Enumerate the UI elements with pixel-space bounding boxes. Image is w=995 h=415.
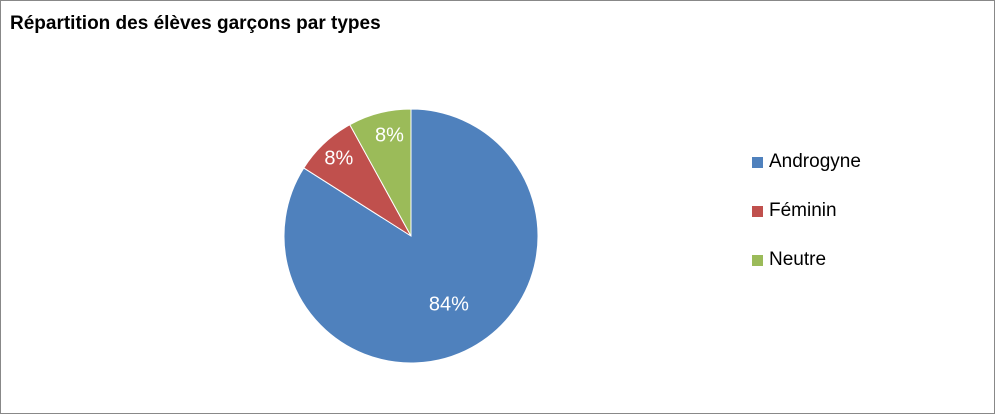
pie-slices (283, 108, 539, 364)
chart-legend: Androgyne Féminin Neutre (752, 149, 861, 296)
data-label-neutre: 8% (375, 125, 404, 147)
legend-item-androgyne: Androgyne (752, 149, 861, 175)
pie-slice-neutre (349, 108, 412, 237)
legend-swatch-androgyne (752, 156, 763, 168)
legend-swatch-neutre (752, 254, 763, 266)
legend-label-androgyne: Androgyne (769, 151, 861, 172)
legend-label-neutre: Neutre (769, 249, 827, 270)
legend-swatch-feminin (752, 205, 763, 217)
legend-item-neutre: Neutre (752, 247, 861, 273)
pie-slice-labels: 84% 8% 8% (324, 125, 469, 316)
chart-title: Répartition des élèves garçons par types (10, 13, 381, 34)
data-label-féminin: 8% (324, 147, 353, 169)
legend-item-feminin: Féminin (752, 198, 861, 224)
data-label-androgyne: 84% (429, 293, 469, 315)
legend-label-feminin: Féminin (769, 200, 837, 221)
